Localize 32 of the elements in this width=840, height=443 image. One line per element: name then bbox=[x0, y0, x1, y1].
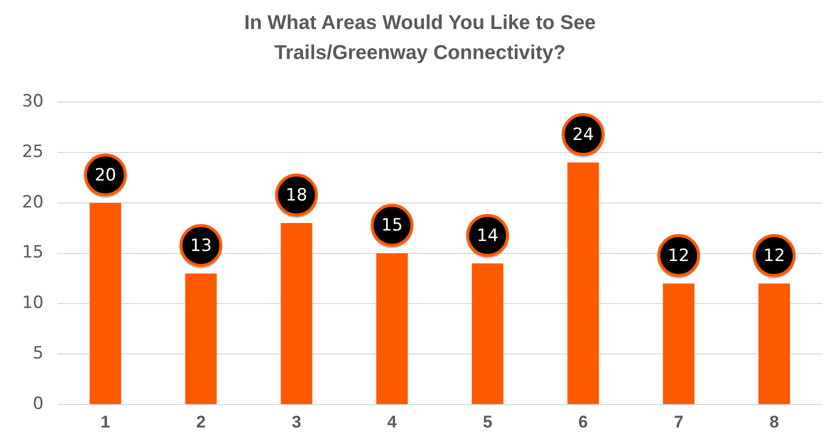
bar bbox=[662, 284, 694, 404]
y-tick-label: 15 bbox=[22, 242, 44, 263]
bar bbox=[567, 162, 599, 404]
y-tick-label: 30 bbox=[22, 91, 44, 112]
bar bbox=[472, 263, 504, 404]
data-label: 14 bbox=[476, 226, 498, 246]
x-tick-label: 5 bbox=[482, 412, 492, 432]
bar bbox=[280, 223, 312, 404]
data-label: 15 bbox=[381, 216, 403, 236]
x-tick-label: 7 bbox=[674, 412, 684, 432]
y-tick-label: 25 bbox=[22, 142, 44, 162]
y-tick-label: 0 bbox=[32, 394, 44, 414]
x-tick-label: 8 bbox=[769, 412, 779, 432]
data-label: 13 bbox=[190, 236, 212, 256]
x-tick-label: 1 bbox=[100, 412, 110, 432]
y-tick-label: 5 bbox=[32, 344, 44, 364]
bar bbox=[185, 273, 217, 404]
x-tick-label: 3 bbox=[292, 412, 302, 432]
data-label: 18 bbox=[286, 185, 308, 206]
bar bbox=[376, 253, 408, 404]
y-tick-label: 10 bbox=[22, 293, 44, 314]
bar bbox=[758, 284, 790, 404]
data-label: 24 bbox=[572, 124, 594, 145]
y-tick-label: 20 bbox=[22, 192, 44, 212]
x-tick-label: 4 bbox=[387, 412, 398, 432]
chart-title: In What Areas Would You Like to See Trails/Greenway Connectivity? bbox=[243, 11, 597, 66]
data-label: 12 bbox=[763, 246, 786, 266]
bar bbox=[90, 202, 122, 404]
x-tick-label: 6 bbox=[578, 412, 588, 432]
data-label: 20 bbox=[94, 165, 116, 186]
x-tick-label: 2 bbox=[196, 412, 206, 432]
data-label: 12 bbox=[668, 246, 690, 266]
